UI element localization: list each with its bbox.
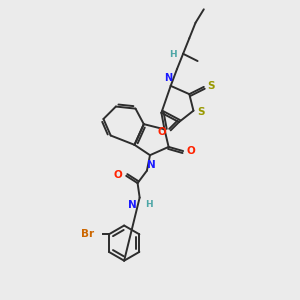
Text: N: N — [147, 160, 155, 170]
Text: N: N — [128, 200, 136, 210]
Text: O: O — [158, 128, 167, 137]
Text: Br: Br — [81, 229, 94, 239]
Text: N: N — [165, 73, 173, 83]
Text: H: H — [169, 50, 177, 59]
Text: S: S — [198, 107, 205, 117]
Text: S: S — [207, 81, 214, 91]
Text: O: O — [186, 146, 195, 156]
Text: H: H — [145, 200, 152, 209]
Text: O: O — [113, 170, 122, 180]
